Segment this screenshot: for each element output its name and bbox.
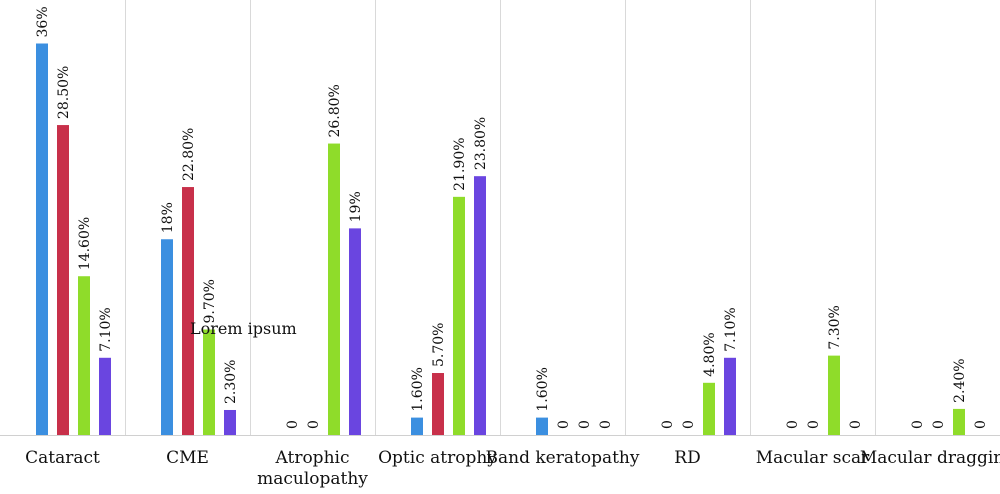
bar: [453, 196, 465, 435]
data-label: 7.30%: [827, 305, 843, 349]
grid: [125, 0, 876, 435]
data-label: 18%: [160, 202, 176, 233]
data-label: 22.80%: [181, 128, 197, 181]
bar: [99, 357, 111, 435]
bar: [78, 276, 90, 435]
data-label: 26.80%: [327, 84, 343, 137]
data-label: 7.10%: [723, 307, 739, 351]
data-label: 0: [973, 420, 989, 429]
bars: [36, 43, 965, 436]
data-label: 0: [556, 420, 572, 429]
bar: [703, 382, 715, 435]
bar: [349, 228, 361, 435]
bar: [432, 373, 444, 435]
data-label: 2.30%: [223, 360, 239, 404]
data-label: 0: [910, 420, 926, 429]
data-label: 1.60%: [410, 367, 426, 411]
category-label: Macular dragging: [860, 448, 1000, 468]
bar: [828, 355, 840, 435]
category-label: Atrophic maculopathy: [257, 448, 368, 489]
data-label: 0: [660, 420, 676, 429]
data-label: 0: [785, 420, 801, 429]
data-label: 5.70%: [431, 323, 447, 367]
data-label: 9.70%: [202, 279, 218, 323]
bar: [182, 187, 194, 435]
bar: [224, 409, 236, 435]
value-labels: 36% 28.50% 14.60% 7.10% 18% 22.80% 9.70% 2.30% 0…: [35, 6, 989, 429]
data-label: 0: [931, 420, 947, 429]
bar: [411, 417, 423, 435]
data-label: 0: [285, 420, 301, 429]
data-label: 21.90%: [452, 137, 468, 190]
category-label: Optic atrophy: [378, 448, 497, 468]
data-label: 0: [848, 420, 864, 429]
data-label: 36%: [35, 6, 51, 37]
bar: [474, 176, 486, 436]
data-label: 0: [598, 420, 614, 429]
data-label: 0: [306, 420, 322, 429]
category-label: RD: [674, 448, 700, 468]
data-label: 0: [681, 420, 697, 429]
bar: [57, 125, 69, 435]
category-label: Cataract: [25, 448, 100, 468]
bar: [36, 43, 48, 435]
bar: [724, 357, 736, 435]
data-label: 14.60%: [77, 217, 93, 270]
data-label: 4.80%: [702, 332, 718, 376]
category-label: Macular scar: [756, 448, 870, 468]
category-labels: Cataract CME Atrophic maculopathy Optic atro…: [25, 448, 1000, 489]
category-label: CME: [166, 448, 209, 468]
data-label: 23.80%: [473, 117, 489, 170]
bar: [203, 329, 215, 435]
annotation-text: Lorem ipsum: [190, 319, 297, 338]
data-label: 0: [806, 420, 822, 429]
data-label: 7.10%: [98, 307, 114, 351]
data-label: 19%: [348, 191, 364, 222]
category-label: Band keratopathy: [486, 448, 640, 468]
bar: [953, 408, 965, 435]
data-label: 1.60%: [535, 367, 551, 411]
data-label: 0: [577, 420, 593, 429]
bar: [161, 239, 173, 435]
bar: [536, 417, 548, 435]
bar: [328, 143, 340, 436]
data-label: 2.40%: [952, 358, 968, 402]
data-label: 28.50%: [56, 66, 72, 119]
